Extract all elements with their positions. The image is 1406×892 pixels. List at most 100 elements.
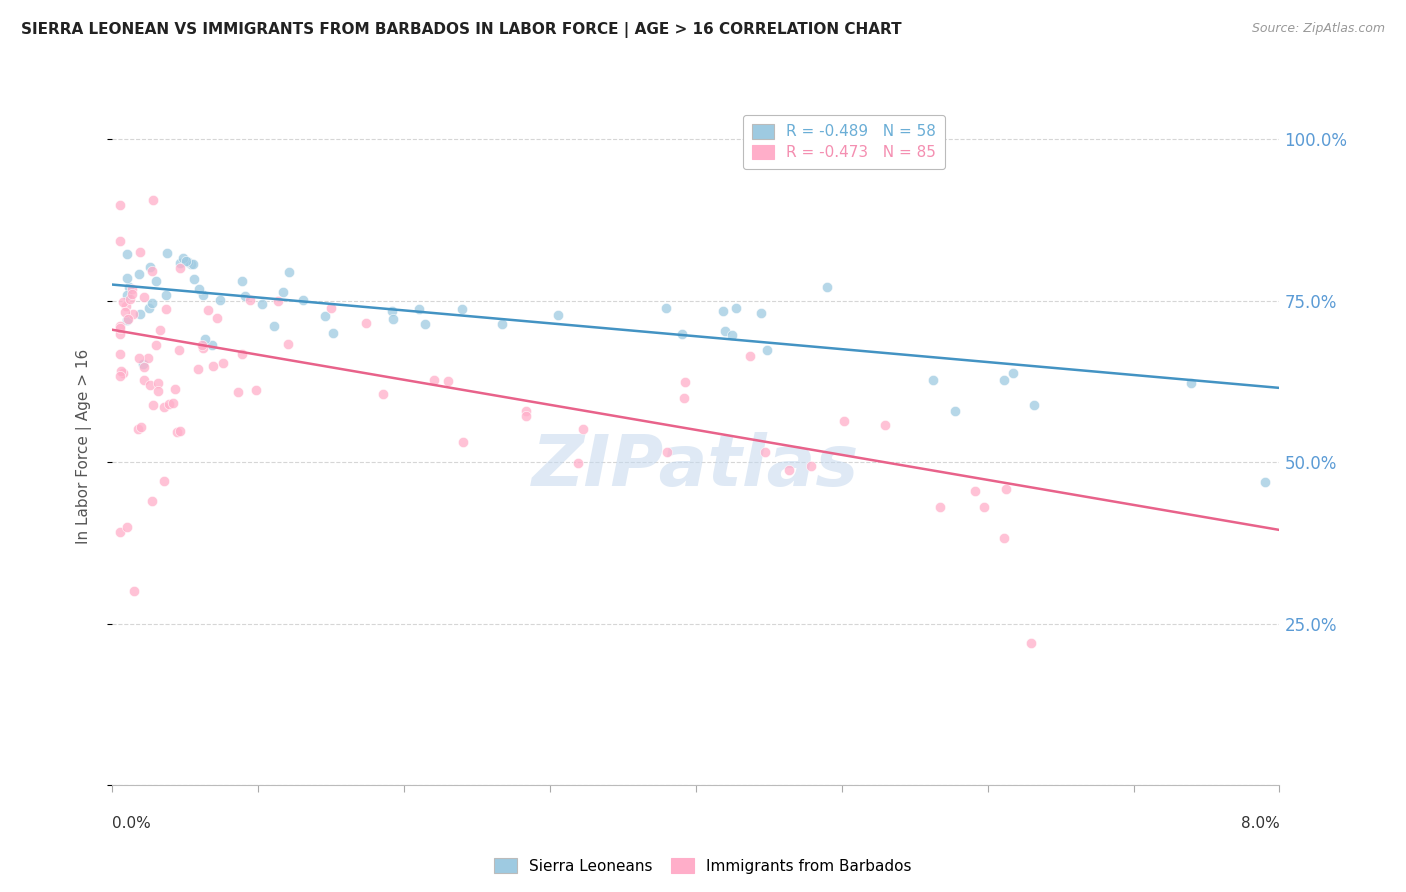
Point <box>129 307 152 321</box>
Point <box>263 318 285 333</box>
Point <box>943 403 966 417</box>
Point <box>146 384 169 399</box>
Point <box>212 356 235 370</box>
Point <box>174 254 197 268</box>
Point <box>655 445 678 459</box>
Point <box>139 378 162 392</box>
Point <box>547 308 569 322</box>
Point <box>142 398 165 412</box>
Point <box>142 193 165 207</box>
Point <box>226 385 249 400</box>
Point <box>572 422 595 436</box>
Point <box>973 500 995 514</box>
Point <box>166 425 188 439</box>
Point <box>146 376 169 391</box>
Point <box>162 396 184 410</box>
Point <box>408 301 430 316</box>
Point <box>800 459 823 474</box>
Point <box>754 445 776 459</box>
Point <box>187 362 209 376</box>
Text: SIERRA LEONEAN VS IMMIGRANTS FROM BARBADOS IN LABOR FORCE | AGE > 16 CORRELATION: SIERRA LEONEAN VS IMMIGRANTS FROM BARBAD… <box>21 22 901 38</box>
Point <box>111 367 134 381</box>
Point <box>197 302 219 317</box>
Point <box>873 418 896 433</box>
Point <box>233 289 256 303</box>
Point <box>183 257 205 271</box>
Point <box>451 435 474 450</box>
Point <box>155 288 177 302</box>
Point <box>108 368 131 383</box>
Point <box>778 463 800 477</box>
Point <box>177 255 200 269</box>
Point <box>515 409 537 423</box>
Point <box>720 327 742 342</box>
Point <box>136 351 159 366</box>
Point <box>993 531 1015 545</box>
Point <box>183 271 205 285</box>
Point <box>1021 636 1043 650</box>
Point <box>713 324 735 338</box>
Point <box>169 255 191 269</box>
Point <box>202 359 225 373</box>
Point <box>749 306 772 320</box>
Text: Source: ZipAtlas.com: Source: ZipAtlas.com <box>1251 22 1385 36</box>
Point <box>1002 366 1025 380</box>
Point <box>711 304 734 318</box>
Point <box>267 294 290 309</box>
Point <box>115 247 138 261</box>
Legend: R = -0.489   N = 58, R = -0.473   N = 85: R = -0.489 N = 58, R = -0.473 N = 85 <box>744 115 945 169</box>
Point <box>755 343 778 357</box>
Point <box>138 301 160 315</box>
Point <box>139 260 162 274</box>
Point <box>128 267 150 281</box>
Point <box>381 303 404 318</box>
Point <box>188 282 211 296</box>
Point <box>129 420 152 434</box>
Point <box>117 312 139 326</box>
Point <box>124 584 146 599</box>
Point <box>671 326 693 341</box>
Point <box>145 274 167 288</box>
Point <box>423 373 446 387</box>
Point <box>995 483 1018 497</box>
Point <box>567 456 589 470</box>
Point <box>413 317 436 331</box>
Point <box>122 307 145 321</box>
Point <box>128 245 150 260</box>
Point <box>515 404 537 418</box>
Point <box>373 387 395 401</box>
Point <box>132 357 155 371</box>
Point <box>121 282 143 296</box>
Point <box>121 286 143 301</box>
Point <box>319 301 342 315</box>
Point <box>724 301 747 316</box>
Point <box>115 287 138 301</box>
Point <box>115 300 138 314</box>
Point <box>834 414 856 428</box>
Point <box>191 287 214 301</box>
Point <box>381 312 404 326</box>
Point <box>163 382 186 396</box>
Point <box>145 338 167 352</box>
Point <box>172 251 194 265</box>
Point <box>169 260 191 275</box>
Point <box>673 375 696 389</box>
Point <box>437 374 460 388</box>
Point <box>118 292 141 306</box>
Point <box>169 424 191 438</box>
Text: ZIPatlas: ZIPatlas <box>533 432 859 500</box>
Point <box>141 264 163 278</box>
Point <box>115 519 138 533</box>
Point <box>208 293 231 308</box>
Point <box>231 273 253 287</box>
Point <box>356 316 378 330</box>
Point <box>291 293 314 307</box>
Point <box>108 347 131 361</box>
Point <box>155 302 177 317</box>
Point <box>108 235 131 249</box>
Point <box>322 326 344 340</box>
Point <box>157 397 180 411</box>
Point <box>993 373 1015 387</box>
Point <box>110 364 132 378</box>
Point <box>1180 376 1202 391</box>
